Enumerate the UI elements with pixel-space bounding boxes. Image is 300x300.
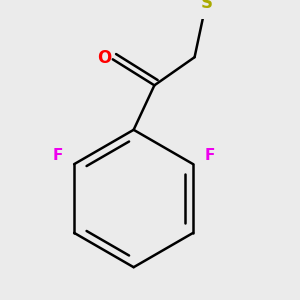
Text: F: F: [52, 148, 63, 164]
Text: O: O: [97, 49, 111, 67]
Text: S: S: [200, 0, 212, 13]
Text: F: F: [204, 148, 215, 164]
